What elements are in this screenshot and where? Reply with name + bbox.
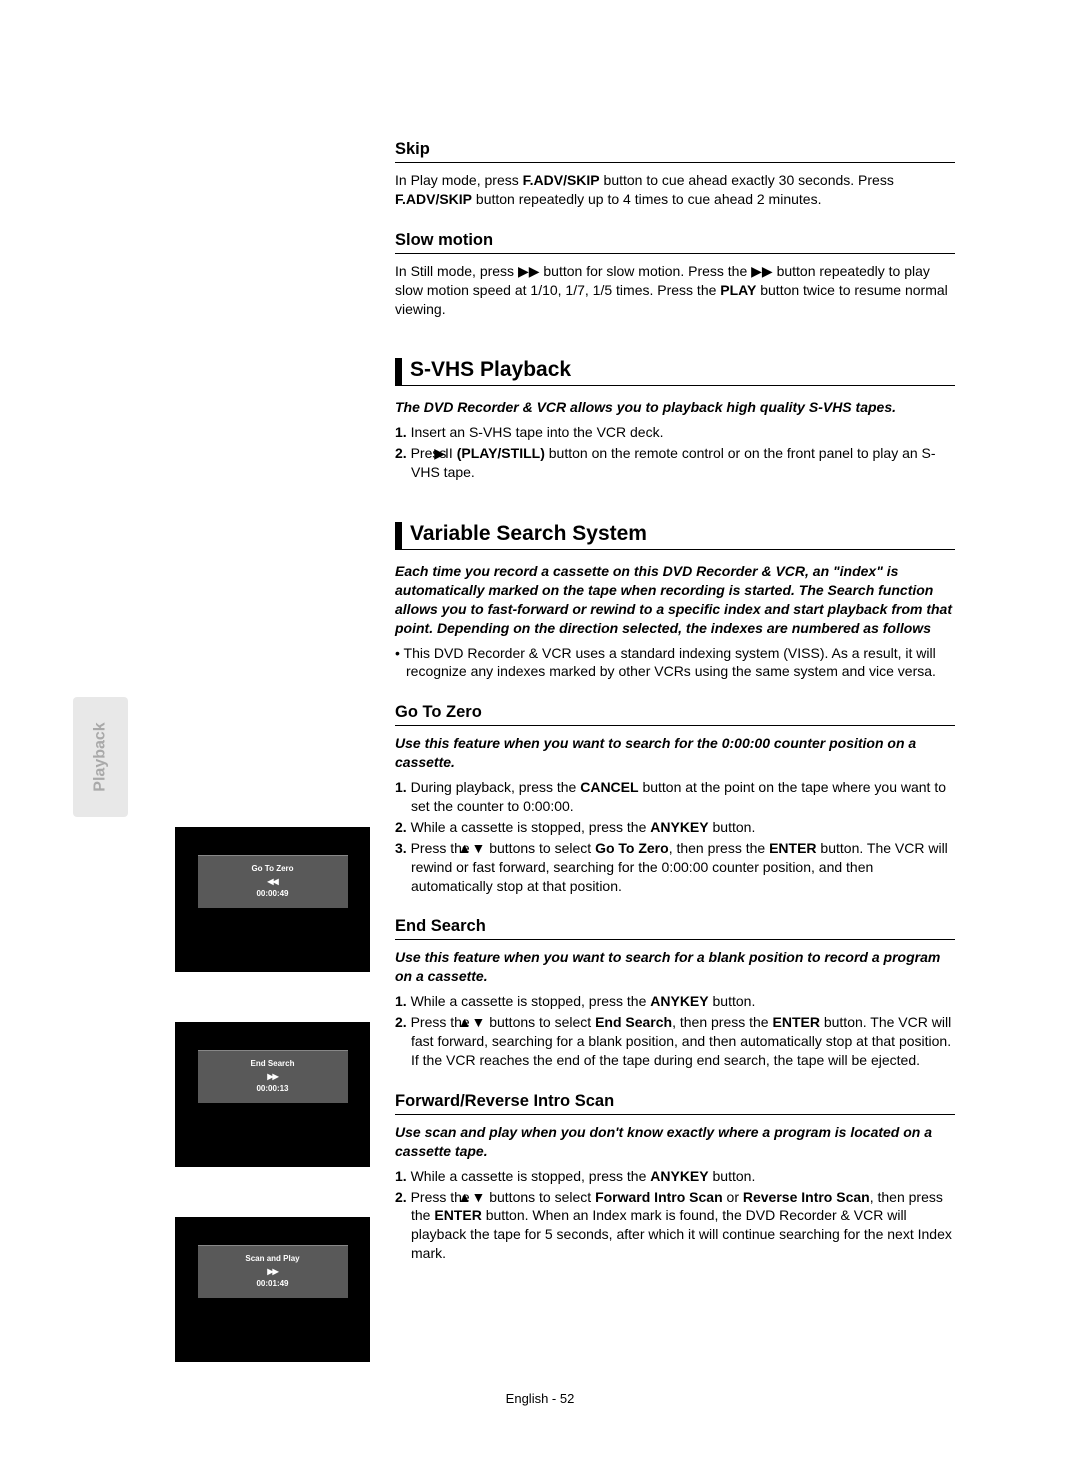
end-search-label: End Search [595,1014,672,1030]
enter-button-label: ENTER [769,840,816,856]
go-to-zero-label: Go To Zero [595,840,669,856]
scan-intro: Use scan and play when you don't know ex… [395,1123,955,1161]
screenshot-column: Go To Zero ◀◀ 00:00:49 End Search ▶▶ 00:… [175,827,370,1412]
vcr-osd-time: 00:00:13 [256,1083,288,1096]
enter-button-label: ENTER [773,1014,820,1030]
up-down-icon: ▲▼ [474,1188,486,1207]
up-down-icon: ▲▼ [474,1013,486,1032]
gtz-intro: Use this feature when you want to search… [395,734,955,772]
vcr-screen-go-to-zero: Go To Zero ◀◀ 00:00:49 [175,827,370,972]
main-content: Skip In Play mode, press F.ADV/SKIP butt… [395,140,955,1263]
list-item: 2. While a cassette is stopped, press th… [395,818,955,837]
up-down-icon: ▲▼ [474,839,486,858]
list-item: 2. Press ▶II (PLAY/STILL) button on the … [395,444,955,482]
heading-go-to-zero: Go To Zero [395,703,955,726]
vss-bullet: • This DVD Recorder & VCR uses a standar… [395,644,955,682]
heading-end-search: End Search [395,917,955,940]
fast-forward-icon: ▶▶ [518,262,540,281]
scan-steps: 1. While a cassette is stopped, press th… [395,1167,955,1263]
vcr-screen-scan-and-play: Scan and Play ▶▶ 00:01:49 [175,1217,370,1362]
play-button-label: PLAY [720,282,756,298]
vcr-osd: Scan and Play ▶▶ 00:01:49 [198,1245,348,1298]
vcr-osd-title: Scan and Play [245,1253,299,1266]
page-footer: English - 52 [0,1391,1080,1406]
list-item: 2. Press the ▲▼ buttons to select End Se… [395,1013,955,1070]
fast-forward-icon: ▶▶ [267,1266,277,1279]
heading-skip: Skip [395,140,955,163]
skip-text: In Play mode, press F.ADV/SKIP button to… [395,171,955,209]
list-item: 3. Press the ▲▼ buttons to select Go To … [395,839,955,896]
fadv-skip-button-label: F.ADV/SKIP [395,191,472,207]
cancel-button-label: CANCEL [580,779,638,795]
gtz-steps: 1. During playback, press the CANCEL but… [395,778,955,895]
anykey-button-label: ANYKEY [650,819,708,835]
vcr-osd: End Search ▶▶ 00:00:13 [198,1050,348,1103]
heading-slow-motion: Slow motion [395,231,955,254]
fadv-skip-button-label: F.ADV/SKIP [523,172,600,188]
list-item: 2. Press the ▲▼ buttons to select Forwar… [395,1188,955,1264]
vcr-osd-time: 00:01:49 [256,1278,288,1291]
fast-forward-icon: ▶▶ [751,262,773,281]
vcr-osd-time: 00:00:49 [256,888,288,901]
list-item: 1. While a cassette is stopped, press th… [395,1167,955,1186]
heading-intro-scan: Forward/Reverse Intro Scan [395,1092,955,1115]
vcr-osd-title: Go To Zero [251,863,293,876]
vss-intro: Each time you record a cassette on this … [395,562,955,638]
svhs-steps: 1. Insert an S-VHS tape into the VCR dec… [395,423,955,482]
vcr-osd: Go To Zero ◀◀ 00:00:49 [198,855,348,908]
enter-button-label: ENTER [434,1207,481,1223]
vcr-osd-title: End Search [250,1058,294,1071]
reverse-intro-scan-label: Reverse Intro Scan [743,1189,870,1205]
side-tab-label: Playback [92,722,110,791]
list-item: 1. During playback, press the CANCEL but… [395,778,955,816]
vcr-screen-end-search: End Search ▶▶ 00:00:13 [175,1022,370,1167]
fast-forward-icon: ▶▶ [267,1071,277,1084]
rewind-icon: ◀◀ [267,876,277,889]
play-still-button-label: (PLAY/STILL) [453,445,545,461]
list-item: 1. While a cassette is stopped, press th… [395,992,955,1011]
svhs-intro: The DVD Recorder & VCR allows you to pla… [395,398,955,417]
es-steps: 1. While a cassette is stopped, press th… [395,992,955,1070]
heading-variable-search: Variable Search System [395,522,955,550]
slow-motion-text: In Still mode, press ▶▶ button for slow … [395,262,955,319]
forward-intro-scan-label: Forward Intro Scan [595,1189,723,1205]
heading-svhs-playback: S-VHS Playback [395,358,955,386]
list-item: 1. Insert an S-VHS tape into the VCR dec… [395,423,955,442]
es-intro: Use this feature when you want to search… [395,948,955,986]
anykey-button-label: ANYKEY [650,1168,708,1184]
anykey-button-label: ANYKEY [650,993,708,1009]
side-tab: Playback [73,697,128,817]
